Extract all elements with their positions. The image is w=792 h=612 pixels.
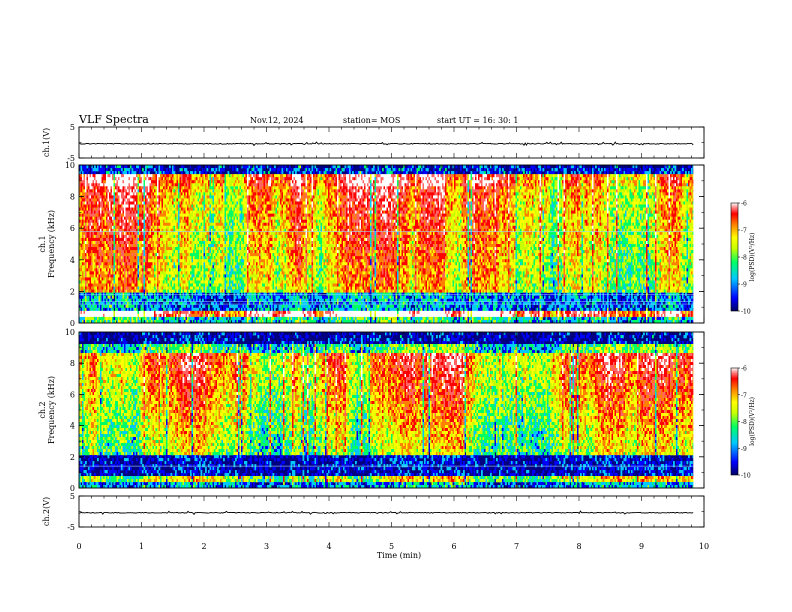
start-time-label: start UT = 16: 30: 1 [437,116,518,125]
spectrogram-cell [103,308,105,311]
spectrogram-cell [88,168,90,171]
spectrogram-cell [94,165,96,168]
waveform-ch1-panel: 5-5ch.1(V) [42,123,704,163]
spectrogram-cell [106,168,108,171]
y-tick-label: 5 [70,123,75,132]
spectrogram-cell [103,168,105,171]
spectrogram-cell [94,171,96,174]
spectrogram-cell [84,171,86,174]
spectrogram-cell [81,168,83,171]
waveform-trace [80,142,693,145]
spectrogram-cell [108,165,110,168]
y-axis-label: ch.1(V) [42,128,51,157]
vlf-spectra-figure: VLF Spectra Nov.12, 2024 station= MOS st… [0,0,792,612]
station-label: station= MOS [343,116,400,125]
spectrogram-cell [87,171,89,174]
spectrogram-cell [85,168,87,171]
spectrogram-cell [103,171,105,174]
spectrogram-cell [91,171,93,174]
figure-title: VLF Spectra [78,113,149,126]
date-label: Nov.12, 2024 [250,116,304,125]
spectrogram-cell [87,165,89,168]
